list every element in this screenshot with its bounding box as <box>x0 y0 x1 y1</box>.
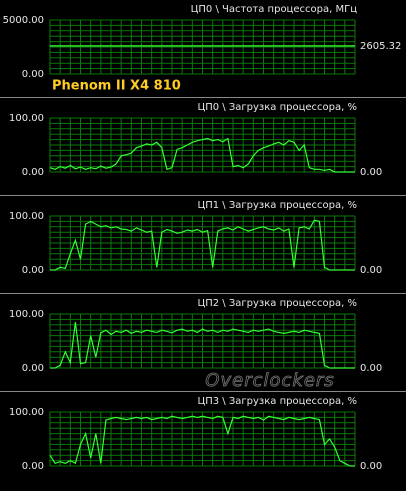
load-line <box>49 415 355 467</box>
y-tick-label: 0.00 <box>22 167 44 178</box>
y-tick-label: 0.00 <box>22 363 44 374</box>
y-tick-label: 100.00 <box>9 309 44 320</box>
panel-title: ЦП1 \ Загрузка процессора, % <box>197 200 357 211</box>
load-line <box>50 219 355 271</box>
current-value: 0.00 <box>360 265 382 276</box>
load-line <box>49 137 355 173</box>
watermark: Overclockers <box>205 370 334 391</box>
panel-title: ЦП3 \ Загрузка процессора, % <box>197 396 357 407</box>
current-value: 0.00 <box>360 363 382 374</box>
y-tick-label: 0.00 <box>22 69 44 80</box>
y-tick-label: 5000.00 <box>3 15 44 26</box>
y-tick-label: 0.00 <box>22 265 44 276</box>
panel-title: ЦП0 \ Частота процессора, МГц <box>191 4 358 15</box>
panel-title: ЦП0 \ Загрузка процессора, % <box>197 102 357 113</box>
y-tick-label: 100.00 <box>9 113 44 124</box>
y-tick-label: 100.00 <box>9 211 44 222</box>
y-tick-label: 100.00 <box>9 407 44 418</box>
y-tick-label: 0.00 <box>22 461 44 472</box>
cpu-label: Phenom II X4 810 <box>52 79 181 94</box>
load-line <box>50 322 355 369</box>
current-value: 0.00 <box>360 461 382 472</box>
current-value: 2605.32 <box>360 41 401 52</box>
panel-title: ЦП2 \ Загрузка процессора, % <box>197 298 357 309</box>
current-value: 0.00 <box>360 167 382 178</box>
